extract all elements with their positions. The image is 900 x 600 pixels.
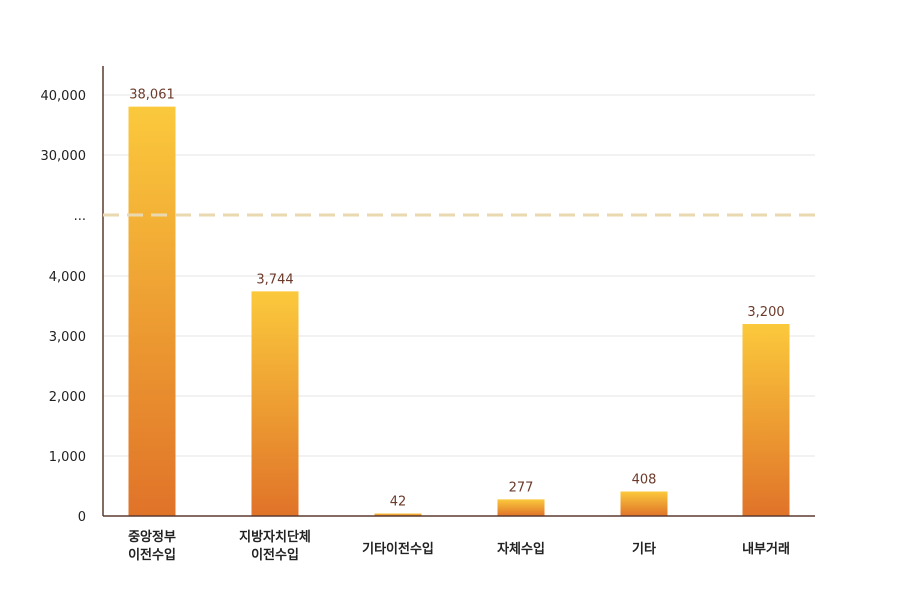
bar xyxy=(497,499,545,516)
bars xyxy=(128,106,790,516)
bar xyxy=(251,291,299,516)
bar-value-label: 277 xyxy=(509,480,534,495)
bar xyxy=(620,491,668,516)
category-label: 내부거래 xyxy=(742,541,790,557)
bar xyxy=(374,513,422,516)
bar xyxy=(742,324,790,516)
category-label: 이전수입 xyxy=(251,547,299,563)
y-axis-ticks: 0 1,000 2,000 3,000 4,000... 30,000 40,000 xyxy=(41,89,87,525)
gridlines xyxy=(103,94,815,457)
y-tick-label: 1,000 xyxy=(49,450,86,465)
category-label: 지방자치단체 xyxy=(239,529,311,545)
bar-value-label: 3,744 xyxy=(256,272,293,287)
category-label: 자체수입 xyxy=(497,542,545,557)
category-label: 기타이전수입 xyxy=(362,541,434,557)
bar-value-label: 42 xyxy=(390,494,407,509)
category-label: 중앙정부 xyxy=(128,529,176,545)
bar xyxy=(128,106,176,516)
y-tick-label: 0 xyxy=(78,510,86,525)
category-label: 기타 xyxy=(632,541,656,557)
y-tick-label: 4,000 xyxy=(49,270,86,285)
y-tick-label: 30,000 xyxy=(41,149,87,164)
bar-value-label: 3,200 xyxy=(747,305,784,320)
y-tick-label: 2,000 xyxy=(49,390,86,405)
y-tick-label: 40,000 xyxy=(41,89,87,104)
category-label: 이전수입 xyxy=(128,547,176,563)
bar-value-label: 38,061 xyxy=(129,88,175,103)
y-tick-label: ... xyxy=(74,209,86,224)
data-labels: 38,061 3,744 42 277 408 3,200 xyxy=(129,88,784,510)
y-tick-label: 3,000 xyxy=(49,330,86,345)
bar-value-label: 408 xyxy=(632,473,657,488)
